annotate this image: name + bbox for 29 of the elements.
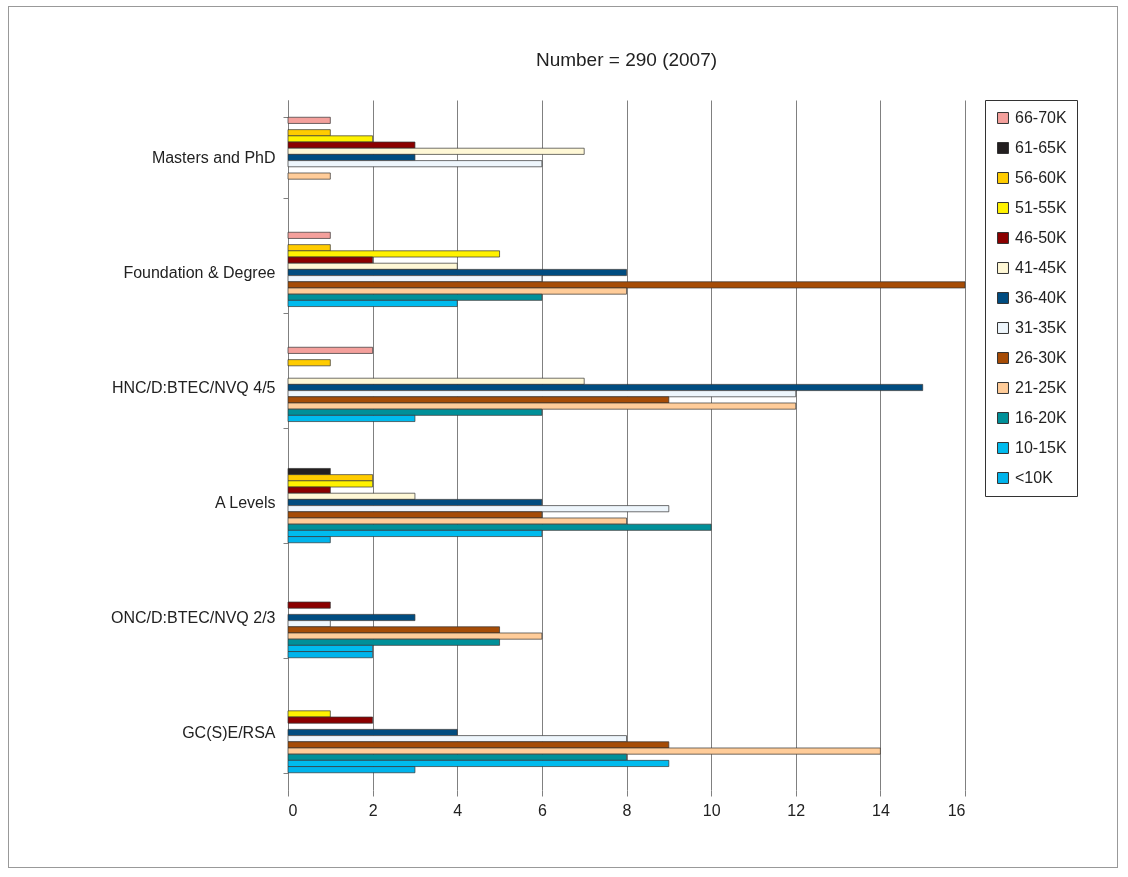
legend-label: 41-45K (1015, 259, 1067, 276)
legend-label: 36-40K (1015, 289, 1067, 306)
chart-title: Number = 290 (2007) (535, 49, 718, 70)
legend-label: <10K (1015, 469, 1054, 486)
x-tick-label: 14 (871, 801, 890, 819)
x-tick-label: 8 (622, 801, 632, 819)
legend-label: 51-55K (1015, 199, 1067, 216)
legend-label: 31-35K (1015, 319, 1067, 336)
legend-label: 61-65K (1015, 139, 1067, 156)
x-tick-label: 12 (787, 801, 806, 819)
legend-label: 66-70K (1015, 109, 1067, 126)
x-tick-label: 10 (702, 801, 721, 819)
legend-label: 10-15K (1015, 439, 1067, 456)
x-tick-label: 4 (453, 801, 463, 819)
legend-label: 26-30K (1015, 349, 1067, 366)
legend-label: 56-60K (1015, 169, 1067, 186)
y-tick-label: Masters and PhD (151, 149, 276, 166)
y-tick-label: A Levels (215, 494, 276, 511)
x-tick-label: 16 (947, 801, 966, 819)
y-tick-label: ONC/D:BTEC/NVQ 2/3 (111, 609, 276, 626)
x-tick-label: 0 (288, 801, 298, 819)
y-tick-label: GC(S)E/RSA (182, 724, 276, 741)
x-tick-label: 2 (368, 801, 378, 819)
legend-label: 16-20K (1015, 409, 1067, 426)
y-tick-label: Foundation & Degree (123, 264, 276, 281)
legend-label: 46-50K (1015, 229, 1067, 246)
x-tick-label: 6 (537, 801, 547, 819)
legend-label: 21-25K (1015, 379, 1067, 396)
y-tick-label: HNC/D:BTEC/NVQ 4/5 (111, 379, 276, 396)
